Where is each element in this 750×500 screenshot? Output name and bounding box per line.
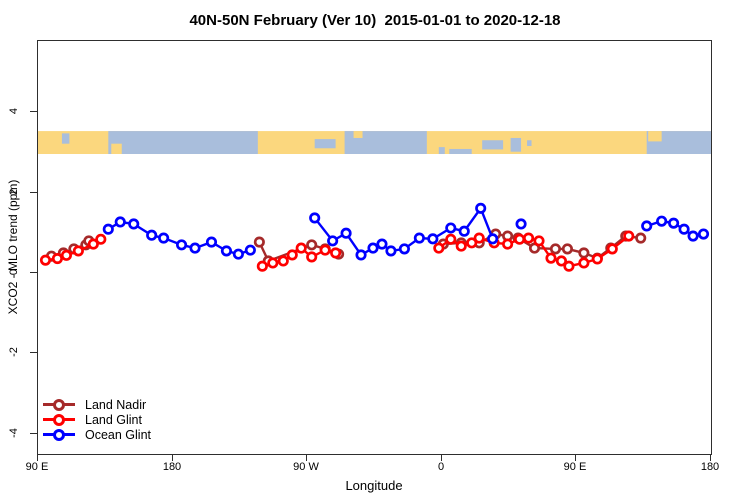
chart-title: 40N-50N February (Ver 10) 2015-01-01 to … <box>189 12 561 29</box>
land-glint-line-marker-icon <box>43 413 75 426</box>
x-tick <box>575 454 576 461</box>
x-tick-label: 90 W <box>293 461 319 473</box>
legend: Land Nadir Land Glint Ocean Glint <box>43 397 151 442</box>
land-nadir-line-marker-icon <box>43 398 75 411</box>
legend-item-land-glint: Land Glint <box>43 412 151 427</box>
legend-label: Land Glint <box>85 412 142 427</box>
ocean-glint-line-marker-icon <box>43 428 75 441</box>
legend-item-ocean-glint: Ocean Glint <box>43 427 151 442</box>
x-tick-label: 90 E <box>563 461 587 473</box>
y-tick <box>30 433 37 434</box>
legend-label: Land Nadir <box>85 397 147 412</box>
y-tick-label: -2 <box>8 347 20 357</box>
y-tick <box>30 111 37 112</box>
x-tick <box>306 454 307 461</box>
y-tick-label: 4 <box>8 107 20 115</box>
plot-area: Land Nadir Land Glint Ocean Glint <box>37 40 712 455</box>
x-tick <box>441 454 442 461</box>
x-tick <box>172 454 173 461</box>
legend-item-land-nadir: Land Nadir <box>43 397 151 412</box>
y-tick-label: -4 <box>8 428 20 438</box>
x-tick-label: 180 <box>162 461 182 473</box>
x-tick-label: 90 E <box>25 461 49 473</box>
x-tick-label: 180 <box>700 461 720 473</box>
x-tick <box>37 454 38 461</box>
x-tick <box>710 454 711 461</box>
legend-label: Ocean Glint <box>85 427 152 442</box>
x-axis-title: Longitude <box>345 478 403 493</box>
x-tick-label: 0 <box>437 461 445 473</box>
y-axis-title: XCO2 - MLO trend (ppm) <box>6 179 20 315</box>
y-tick <box>30 272 37 273</box>
y-tick <box>30 192 37 193</box>
plot-canvas <box>38 131 711 272</box>
y-tick <box>30 352 37 353</box>
